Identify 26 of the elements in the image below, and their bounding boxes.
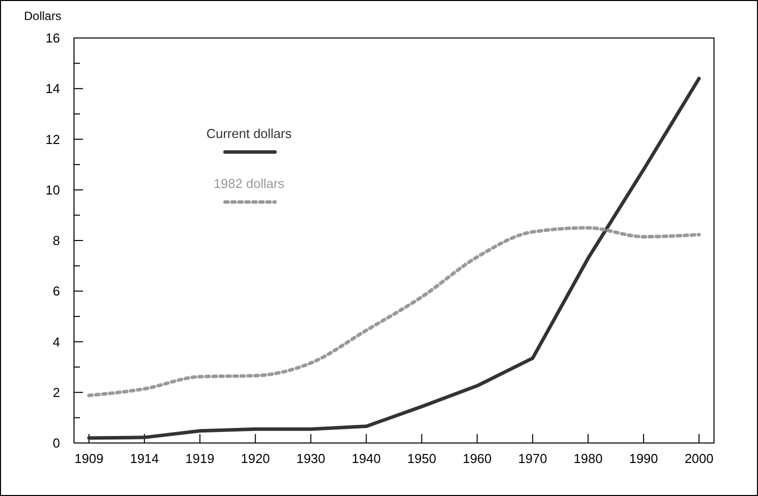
text: Current dollars [206,126,292,141]
x-tick-label: 1930 [296,451,326,466]
x-tick-label: 1940 [352,451,381,466]
x-tick-label: 1960 [462,451,492,466]
x-tick-label: 1970 [518,451,548,466]
y-tick-label: 14 [46,81,60,96]
y-tick-label: 4 [52,334,60,350]
y-tick-label: 8 [52,233,60,248]
y-axis-title: Dollars [24,9,62,23]
y-tick-label: 12 [46,132,60,147]
y-tick-label: 0 [52,436,60,451]
x-tick-label: 1919 [185,451,214,466]
y-tick-label: 2 [52,384,60,400]
x-tick-label: 1980 [574,451,603,466]
text: 1982 dollars [214,176,285,191]
x-tick-label: 1909 [74,451,104,466]
x-tick-label: 2000 [684,451,714,466]
y-tick-label: 16 [46,30,60,46]
line-series [87,76,701,440]
y-tick-label: 10 [46,182,60,198]
x-tick-label: 1920 [240,451,270,466]
line-series [87,226,701,398]
x-tick-label: 1950 [407,451,436,466]
x-tick-label: 1990 [629,451,658,466]
y-tick-label: 6 [52,284,60,299]
x-tick-label: 1914 [130,451,159,466]
